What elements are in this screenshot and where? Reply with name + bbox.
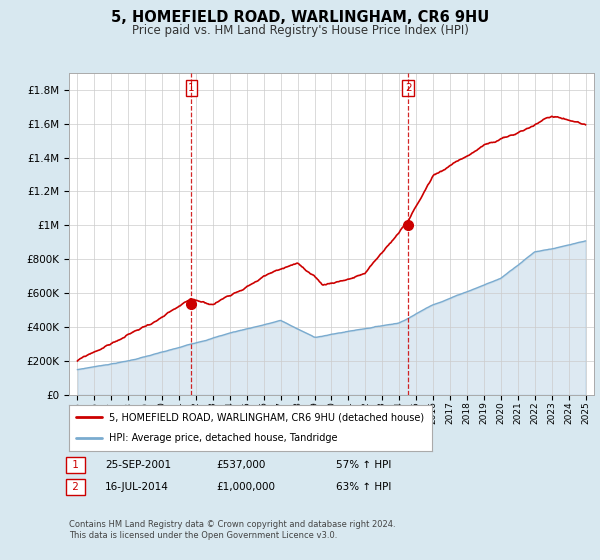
Text: 63% ↑ HPI: 63% ↑ HPI <box>336 482 391 492</box>
Text: 57% ↑ HPI: 57% ↑ HPI <box>336 460 391 470</box>
Text: 5, HOMEFIELD ROAD, WARLINGHAM, CR6 9HU: 5, HOMEFIELD ROAD, WARLINGHAM, CR6 9HU <box>111 10 489 25</box>
Text: HPI: Average price, detached house, Tandridge: HPI: Average price, detached house, Tand… <box>109 433 337 444</box>
Text: Contains HM Land Registry data © Crown copyright and database right 2024.
This d: Contains HM Land Registry data © Crown c… <box>69 520 395 540</box>
Text: 16-JUL-2014: 16-JUL-2014 <box>105 482 169 492</box>
Text: 1: 1 <box>69 460 82 470</box>
Text: 1: 1 <box>188 83 195 93</box>
Text: £537,000: £537,000 <box>216 460 265 470</box>
Text: 2: 2 <box>69 482 82 492</box>
Text: 2: 2 <box>405 83 412 93</box>
Text: Price paid vs. HM Land Registry's House Price Index (HPI): Price paid vs. HM Land Registry's House … <box>131 24 469 36</box>
Text: £1,000,000: £1,000,000 <box>216 482 275 492</box>
Text: 25-SEP-2001: 25-SEP-2001 <box>105 460 171 470</box>
Text: 5, HOMEFIELD ROAD, WARLINGHAM, CR6 9HU (detached house): 5, HOMEFIELD ROAD, WARLINGHAM, CR6 9HU (… <box>109 412 424 422</box>
